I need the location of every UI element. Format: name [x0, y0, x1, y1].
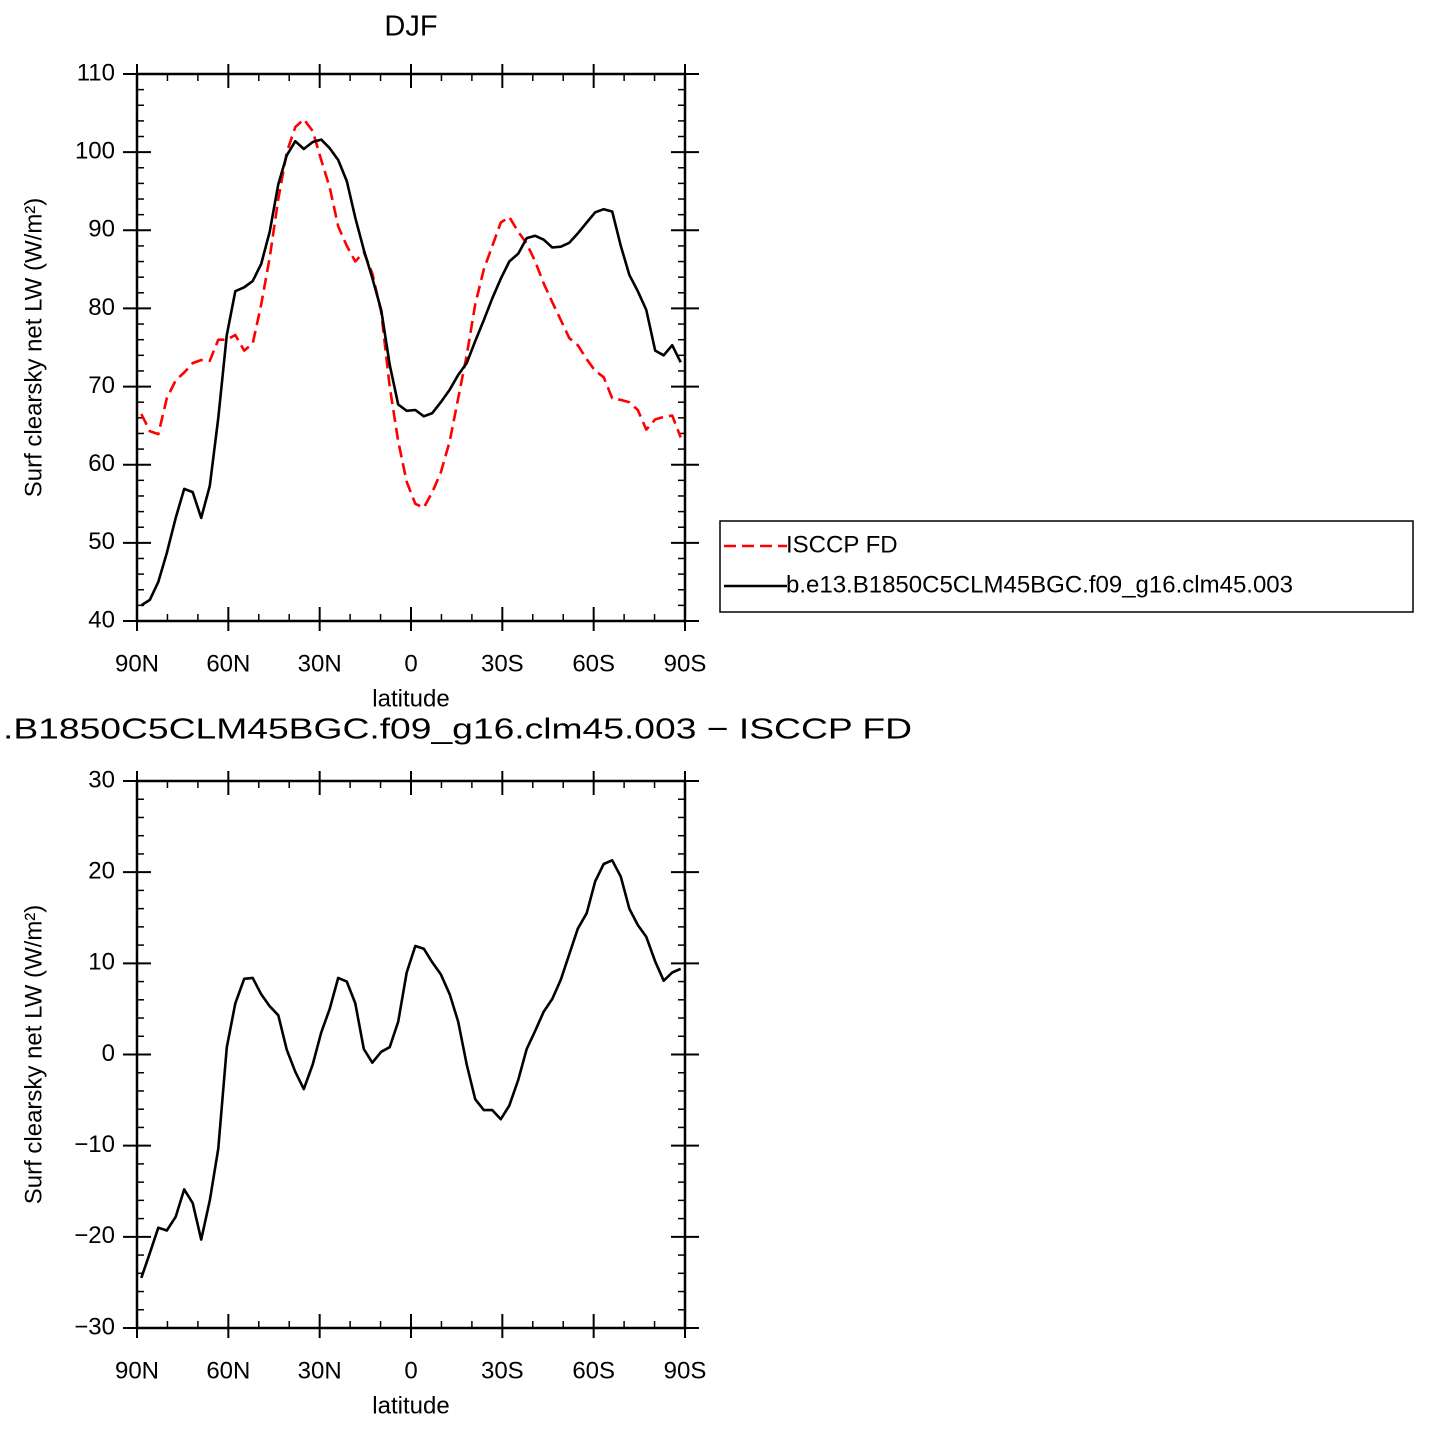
y-tick-label: −30 [74, 1313, 115, 1340]
x-tick-label: 90S [664, 650, 707, 677]
y-tick-label: 0 [102, 1040, 115, 1067]
data-line [140, 118, 682, 509]
x-tick-label: 30S [481, 1357, 524, 1384]
x-tick-label: 30S [481, 650, 524, 677]
y-tick-label: 110 [77, 59, 115, 86]
y-tick-label: −10 [74, 1131, 115, 1158]
data-line [140, 138, 682, 607]
plot-frame [135, 779, 687, 1330]
x-tick-label: 90N [115, 650, 159, 677]
legend-box [719, 520, 1414, 613]
legend-label: b.e13.B1850C5CLM45BGC.f09_g16.clm45.003 [786, 571, 1293, 598]
y-tick-label: 40 [88, 606, 115, 633]
legend-label: ISCCP FD [786, 531, 898, 558]
y-axis-label: Surf clearsky net LW (W/m²) [20, 905, 47, 1205]
y-tick-label: 20 [88, 858, 115, 885]
x-tick-label: 90N [115, 1357, 159, 1384]
data-line [140, 859, 682, 1279]
y-tick-label: 100 [75, 137, 115, 164]
y-tick-label: 80 [88, 294, 115, 321]
x-tick-label: 60S [572, 1357, 615, 1384]
y-tick-label: 30 [88, 766, 115, 793]
y-tick-label: −20 [74, 1222, 115, 1249]
x-axis-label: latitude [372, 685, 449, 712]
x-tick-label: 90S [664, 1357, 707, 1384]
y-tick-label: 60 [88, 450, 115, 477]
x-tick-label: 60N [206, 1357, 250, 1384]
y-tick-label: 50 [88, 528, 115, 555]
chart-title: .B1850C5CLM45BGC.f09_g16.clm45.003 − ISC… [3, 714, 912, 746]
x-tick-label: 30N [298, 1357, 342, 1384]
x-tick-label: 0 [404, 1357, 417, 1384]
y-axis-label: Surf clearsky net LW (W/m²) [20, 198, 47, 498]
plot-frame [135, 72, 687, 623]
x-tick-label: 60N [206, 650, 250, 677]
y-tick-label: 70 [88, 372, 115, 399]
x-tick-label: 60S [572, 650, 615, 677]
x-axis-label: latitude [372, 1392, 449, 1419]
y-tick-label: 10 [88, 949, 115, 976]
x-tick-label: 0 [404, 650, 417, 677]
chart-title: DJF [384, 11, 437, 43]
y-tick-label: 90 [88, 216, 115, 243]
x-tick-label: 30N [298, 650, 342, 677]
